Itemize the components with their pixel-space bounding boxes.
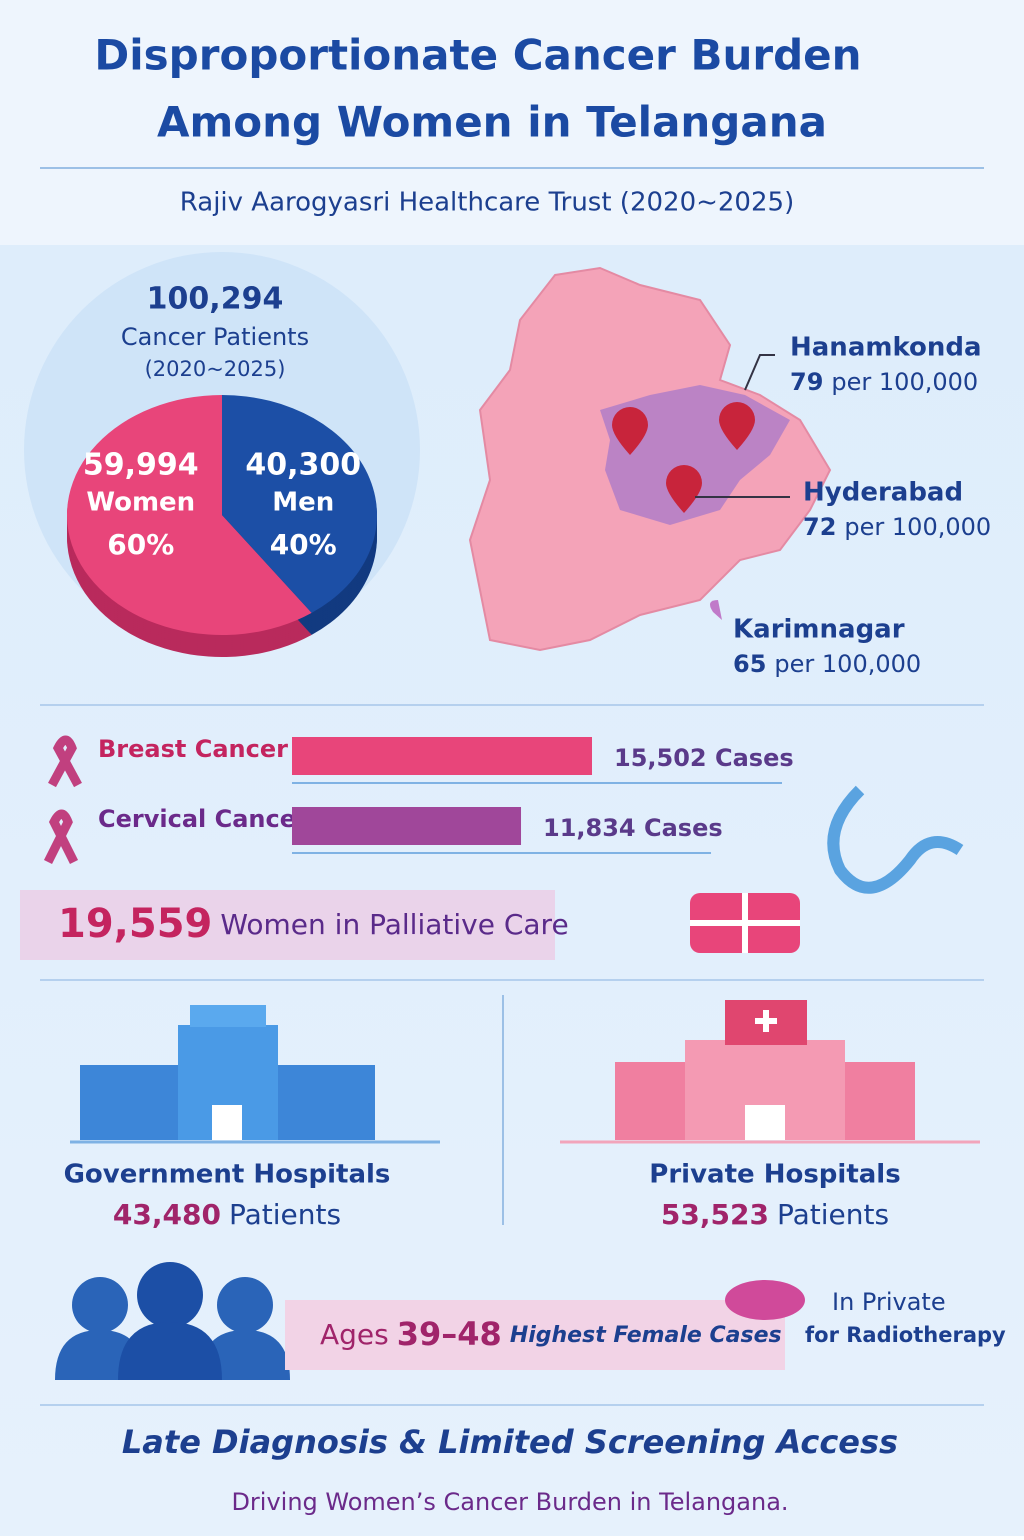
radiotherapy: In Private <box>832 1288 946 1316</box>
hospital-patients-part: 43,480 <box>113 1198 221 1231</box>
map-pins <box>612 402 755 513</box>
subtitle: Rajiv Aarogyasri Healthcare Trust (2020~… <box>180 188 794 218</box>
pie-slice <box>67 395 312 635</box>
bar-value-label: 11,834 Cases <box>543 814 723 842</box>
footer-subline: Driving Women’s Cancer Burden in Telanga… <box>231 1488 788 1516</box>
ages-part: Highest Female Cases <box>510 1323 782 1348</box>
private-hospital-icon <box>560 1000 980 1144</box>
pie-percent: 60% <box>107 528 174 561</box>
pie-total-label: Cancer Patients <box>121 323 309 351</box>
map-marker <box>709 600 722 620</box>
pie-period: (2020~2025) <box>145 357 286 381</box>
title: Disproportionate Cancer Burden <box>94 31 861 80</box>
pie-slice <box>222 395 378 613</box>
district-name: Hyderabad <box>803 478 963 508</box>
hospital-patients: 53,523 Patients <box>661 1198 889 1231</box>
palliative-part: Women in Palliative Care <box>220 908 568 941</box>
palliative: 19,559 Women in Palliative Care <box>58 901 569 947</box>
district-rate-part: 72 <box>803 513 836 541</box>
pie-total: 100,294 <box>147 282 284 317</box>
cancer-name: Breast Cancer <box>98 735 288 763</box>
bar <box>292 807 522 845</box>
ribbon-badge <box>725 1280 805 1320</box>
district-rate-part: per 100,000 <box>831 368 978 396</box>
government-hospital-icon <box>70 1005 440 1144</box>
bandage-cross <box>690 893 800 953</box>
palliative-part: 19,559 <box>58 901 212 947</box>
hospital-title: Private Hospitals <box>649 1160 900 1190</box>
district-rate-part: 79 <box>790 368 823 396</box>
pie-name: Women <box>86 488 195 518</box>
bar-value-label: 15,502 Cases <box>614 744 794 772</box>
district-name: Hanamkonda <box>790 333 982 363</box>
pie-percent: 40% <box>270 528 337 561</box>
district-rate-part: per 100,000 <box>774 650 921 678</box>
district-rate: 65 per 100,000 <box>733 650 921 678</box>
title: Among Women in Telangana <box>157 98 827 147</box>
pie-value: 40,300 <box>245 448 361 483</box>
stethoscope-icon <box>827 785 964 894</box>
pie-value: 59,994 <box>83 448 199 483</box>
hospital-patients: 43,480 Patients <box>113 1198 341 1231</box>
radiotherapy: for Radiotherapy <box>805 1323 1006 1347</box>
ribbon-icons <box>43 735 82 865</box>
footer-headline: Late Diagnosis & Limited Screening Acces… <box>122 1423 898 1461</box>
ages: Ages 39–48 Highest Female Cases <box>320 1315 782 1353</box>
hospital-patients-part: Patients <box>229 1198 341 1231</box>
district-rate: 79 per 100,000 <box>790 368 978 396</box>
ages-part: Ages <box>320 1318 389 1351</box>
cancer-name: Cervical Cancer <box>98 805 308 833</box>
hospital-title: Government Hospitals <box>64 1160 391 1190</box>
palliative-band <box>20 890 555 960</box>
bar <box>292 737 592 775</box>
district-rate-part: per 100,000 <box>844 513 991 541</box>
ages-band <box>285 1300 785 1370</box>
ages-part: 39–48 <box>397 1315 502 1353</box>
district-rate-part: 65 <box>733 650 766 678</box>
hospital-patients-part: Patients <box>777 1198 889 1231</box>
district-rate: 72 per 100,000 <box>803 513 991 541</box>
women-icon <box>55 1262 290 1380</box>
header-band <box>0 0 1024 245</box>
pie-name: Men <box>272 488 334 518</box>
district-name: Karimnagar <box>733 615 905 645</box>
leader <box>744 354 775 391</box>
hospital-patients-part: 53,523 <box>661 1198 769 1231</box>
